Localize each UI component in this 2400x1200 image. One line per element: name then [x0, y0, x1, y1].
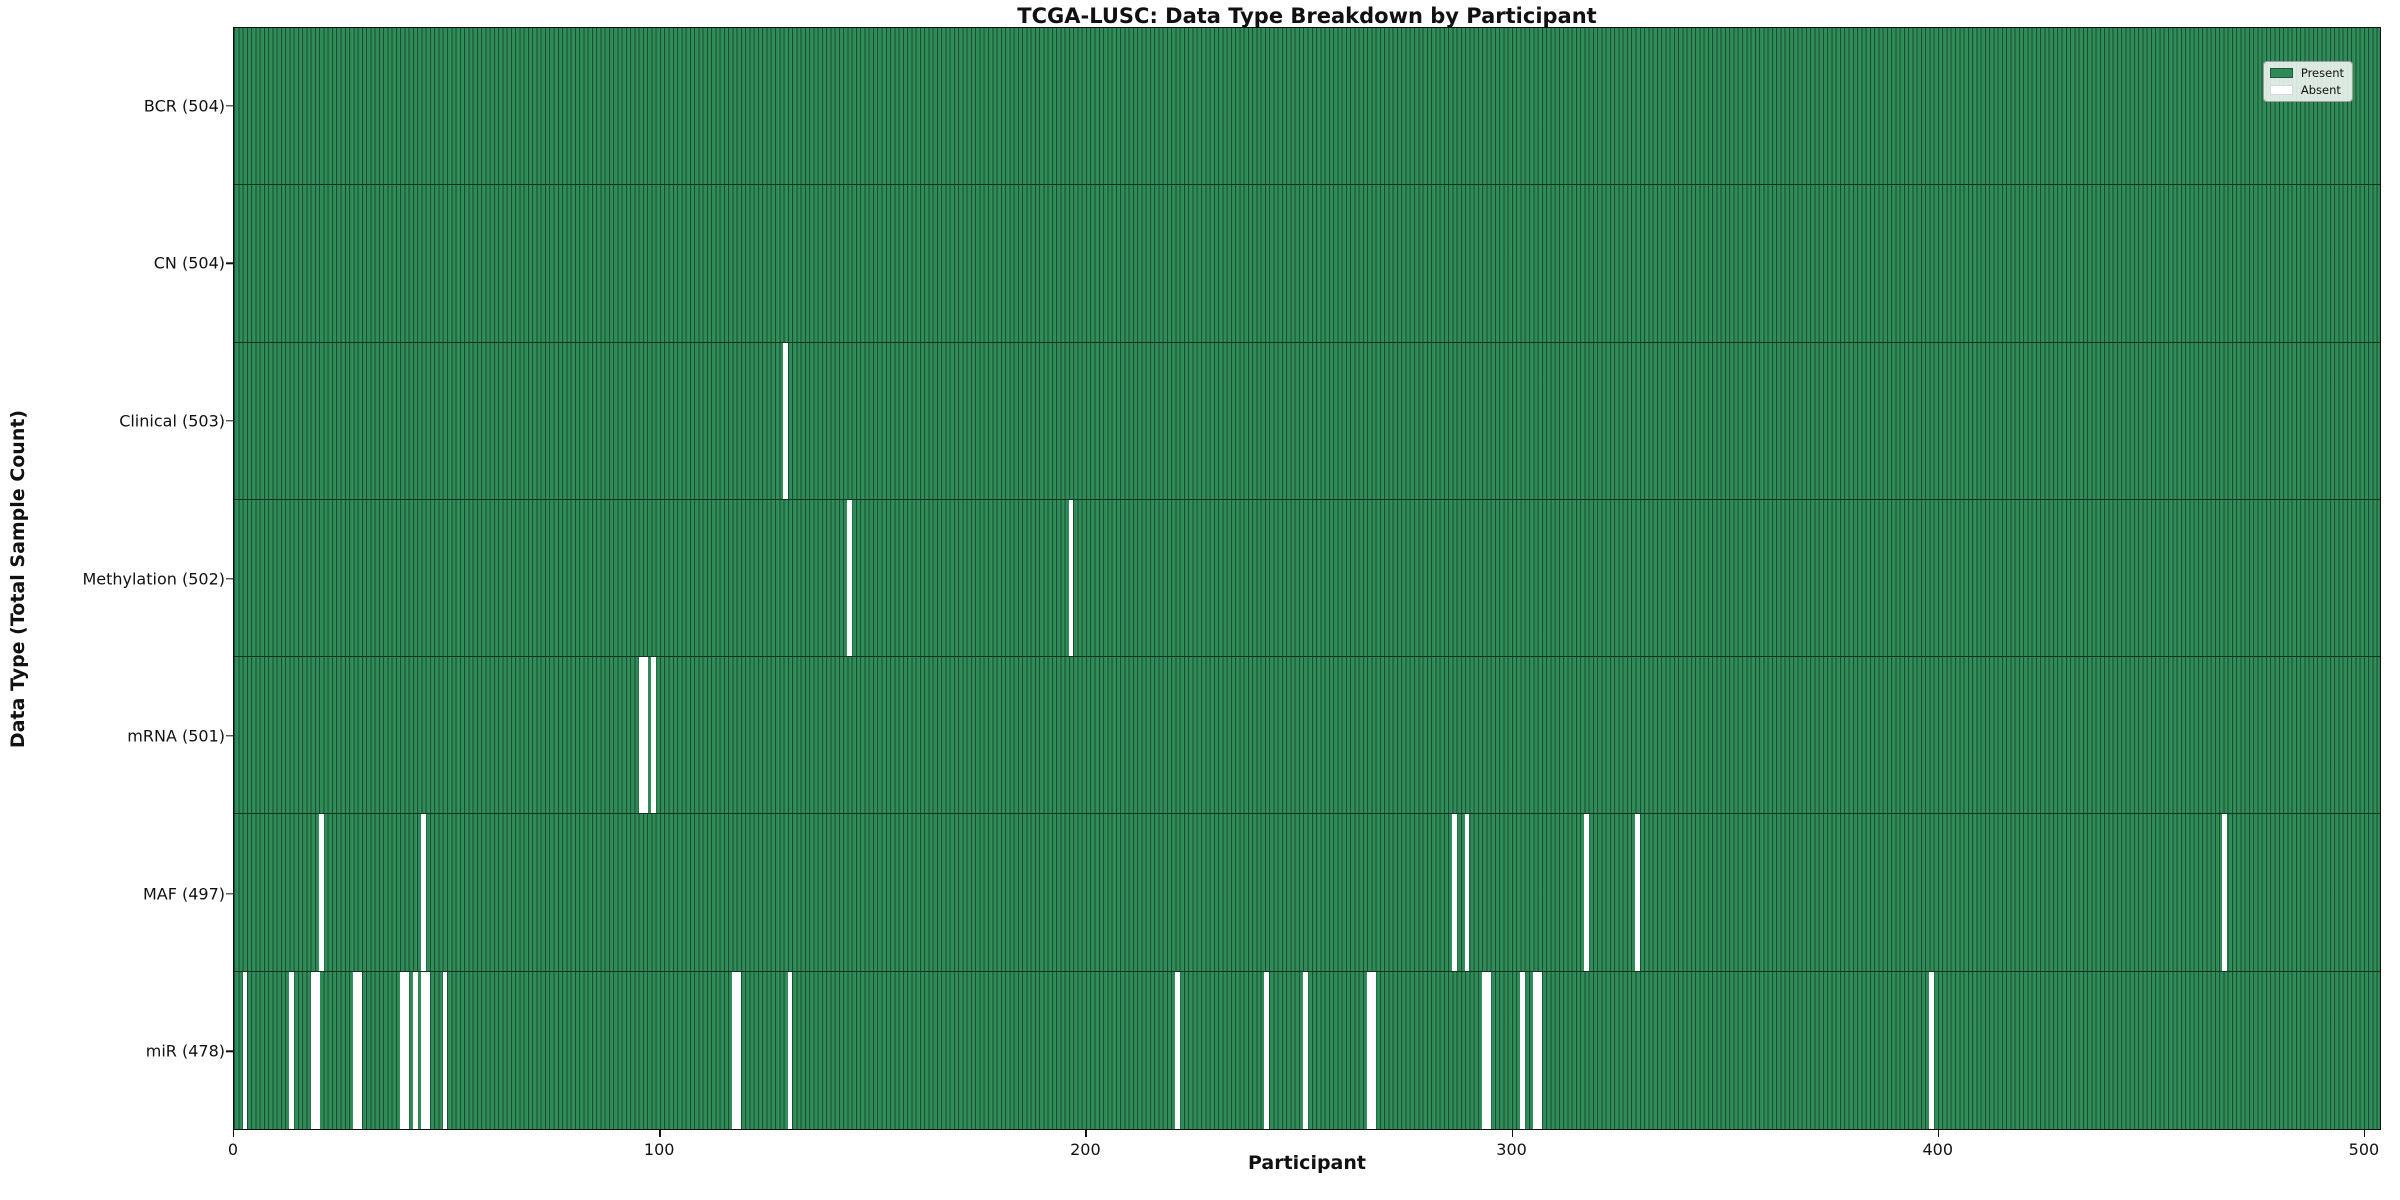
data-type-row-clinical [234, 342, 2380, 500]
absent-gap [787, 971, 793, 1129]
data-type-row-cn [234, 185, 2380, 343]
absent-gap [1519, 971, 1525, 1129]
y-tick-mark [226, 262, 233, 265]
y-tick-mark [226, 735, 233, 737]
data-type-row-maf [234, 814, 2380, 972]
absent-gap [732, 971, 738, 1129]
absent-gap [651, 657, 657, 814]
absent-gap [314, 971, 320, 1129]
plot-area: Present Absent [233, 27, 2381, 1130]
absent-gap [736, 971, 742, 1129]
legend-present-label: Present [2300, 66, 2344, 80]
legend-absent-label: Absent [2300, 83, 2341, 97]
data-type-row-methylation [234, 499, 2380, 658]
y-tick-mark [226, 892, 233, 895]
absent-gap [353, 971, 359, 1129]
absent-gap [1485, 971, 1491, 1129]
absent-gap [642, 657, 648, 814]
absent-gap [2222, 814, 2228, 971]
y-tick-label: MAF (497) [142, 884, 225, 904]
x-tick-mark [1937, 1130, 1940, 1137]
x-tick-mark [233, 1130, 235, 1137]
y-tick-label: Clinical (503) [119, 411, 225, 431]
y-tick-label: mRNA (501) [127, 726, 225, 746]
absent-gap [1302, 971, 1308, 1129]
absent-gap [319, 814, 324, 971]
y-axis-label: Data Type (Total Sample Count) [7, 409, 29, 749]
legend-entry-absent: Absent [2269, 83, 2344, 97]
absent-gap [400, 971, 405, 1129]
absent-gap [1264, 971, 1270, 1129]
data-type-row-bcr [234, 28, 2380, 186]
absent-gap [1464, 814, 1470, 971]
y-tick-mark [226, 420, 233, 422]
absent-gap [783, 342, 789, 499]
y-tick-mark [226, 105, 233, 107]
x-tick-mark [1511, 1130, 1513, 1137]
absent-gap [1068, 499, 1074, 657]
x-tick-mark [2363, 1130, 2366, 1137]
absent-gap [1451, 814, 1457, 971]
x-tick-label: 100 [643, 1140, 675, 1159]
absent-gap [1536, 971, 1542, 1129]
absent-gap [1928, 971, 1934, 1129]
absent-gap [1634, 814, 1640, 971]
y-tick-label: Methylation (502) [82, 569, 225, 588]
y-tick-mark [226, 577, 233, 580]
absent-gap [1366, 971, 1372, 1129]
absent-gap [1481, 971, 1487, 1129]
y-tick-label: BCR (504) [143, 96, 225, 116]
y-tick-label: CN (504) [153, 253, 225, 273]
x-tick-mark [1085, 1130, 1087, 1137]
absent-gap [242, 971, 248, 1129]
present-swatch-icon [2269, 68, 2293, 78]
y-tick-mark [226, 1050, 233, 1052]
absent-gap [442, 971, 448, 1129]
absent-gap [421, 971, 427, 1129]
x-tick-mark [659, 1130, 661, 1137]
plot-rows [234, 28, 2380, 1129]
absent-gap [404, 971, 410, 1129]
y-tick-label: miR (478) [145, 1041, 225, 1061]
absent-gap [638, 657, 644, 814]
x-tick-label: 400 [1922, 1140, 1954, 1159]
absent-gap [1370, 971, 1376, 1129]
absent-swatch-icon [2269, 85, 2293, 95]
x-tick-label: 500 [2348, 1140, 2380, 1159]
absent-gap [289, 971, 295, 1129]
x-tick-label: 200 [1070, 1140, 1101, 1159]
absent-gap [1175, 971, 1180, 1129]
x-axis-label: Participant [1247, 1152, 1366, 1174]
legend: Present Absent [2262, 61, 2353, 102]
chart-title: TCGA-LUSC: Data Type Breakdown by Partic… [1017, 4, 1597, 28]
x-tick-label: 300 [1496, 1140, 1527, 1159]
x-tick-label: 0 [227, 1140, 239, 1159]
absent-gap [357, 971, 363, 1129]
data-type-row-mir [234, 971, 2380, 1129]
absent-gap [1583, 814, 1589, 971]
absent-gap [847, 499, 852, 657]
absent-gap [310, 971, 316, 1129]
absent-gap [421, 814, 427, 971]
absent-gap [425, 971, 431, 1129]
absent-gap [1532, 971, 1538, 1129]
legend-entry-present: Present [2269, 66, 2344, 80]
absent-gap [412, 971, 418, 1129]
data-type-row-mrna [234, 657, 2380, 815]
